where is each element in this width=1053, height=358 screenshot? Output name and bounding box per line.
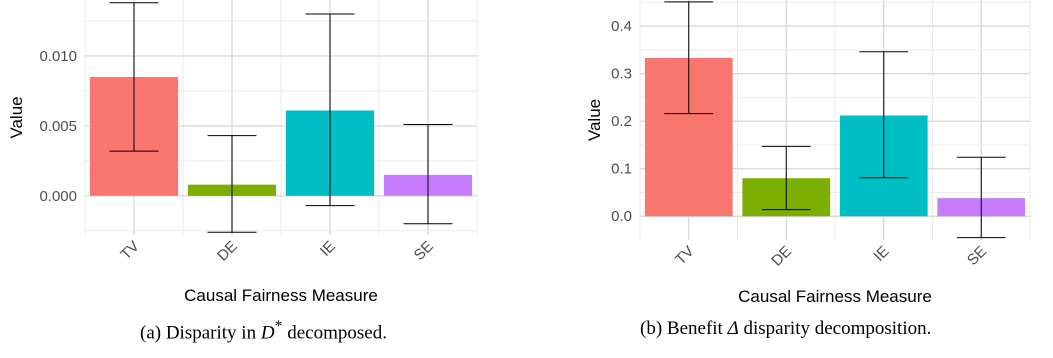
x-tick-label-ie: IE <box>871 243 893 265</box>
error-bar-de <box>761 145 811 211</box>
x-tick-label-de: DE <box>768 243 795 270</box>
y-tick-label: 0.005 <box>39 118 77 135</box>
error-bar-de <box>207 135 257 233</box>
error-bar-ie <box>305 13 355 207</box>
x-axis-title: Causal Fairness Measure <box>184 286 378 305</box>
caption-a-prefix: (a) Disparity in <box>140 322 261 344</box>
x-tick-label-de: DE <box>214 238 241 265</box>
chart-b: 0.0 0.1 0.2 0.3 0.4 TV DE IE SE Causal Fairness M… <box>585 0 1031 306</box>
y-tick-label: 0.4 <box>611 18 632 35</box>
x-tick-label-tv: TV <box>672 243 698 269</box>
error-bar-se <box>403 123 453 225</box>
x-tick-label-se: SE <box>964 243 990 269</box>
caption-a: (a) Disparity in D* decomposed. <box>140 318 387 344</box>
caption-a-suffix: decomposed. <box>282 322 387 344</box>
y-tick-label: 0.0 <box>611 208 632 225</box>
x-tick-label-se: SE <box>411 238 437 264</box>
error-bar-ie <box>859 51 909 179</box>
y-axis-title: Value <box>585 99 604 141</box>
error-bar-tv <box>664 1 714 115</box>
caption-a-math: D <box>260 322 275 344</box>
caption-b-math: Δ <box>727 318 739 339</box>
caption-b: (b) Benefit Δ disparity decomposition. <box>640 318 931 340</box>
x-axis-title: Causal Fairness Measure <box>738 287 932 306</box>
caption-b-suffix: disparity decomposition. <box>738 318 932 339</box>
error-bar-se <box>956 156 1006 239</box>
error-bar-tv <box>109 2 159 152</box>
y-tick-label: 0.2 <box>611 113 632 130</box>
y-axis-title: Value <box>7 96 26 138</box>
y-tick-label: 0.3 <box>611 66 632 83</box>
y-tick-label: 0.010 <box>39 48 77 65</box>
caption-b-prefix: (b) Benefit <box>640 318 728 339</box>
y-tick-label: 0.1 <box>611 161 632 178</box>
x-tick-label-ie: IE <box>317 238 339 260</box>
caption-a-sup: * <box>274 318 283 335</box>
y-tick-label: 0.000 <box>39 188 77 205</box>
x-tick-label-tv: TV <box>117 238 143 264</box>
chart-a: 0.000 0.005 0.010 TV DE IE SE Causal Fairness M… <box>7 0 478 305</box>
